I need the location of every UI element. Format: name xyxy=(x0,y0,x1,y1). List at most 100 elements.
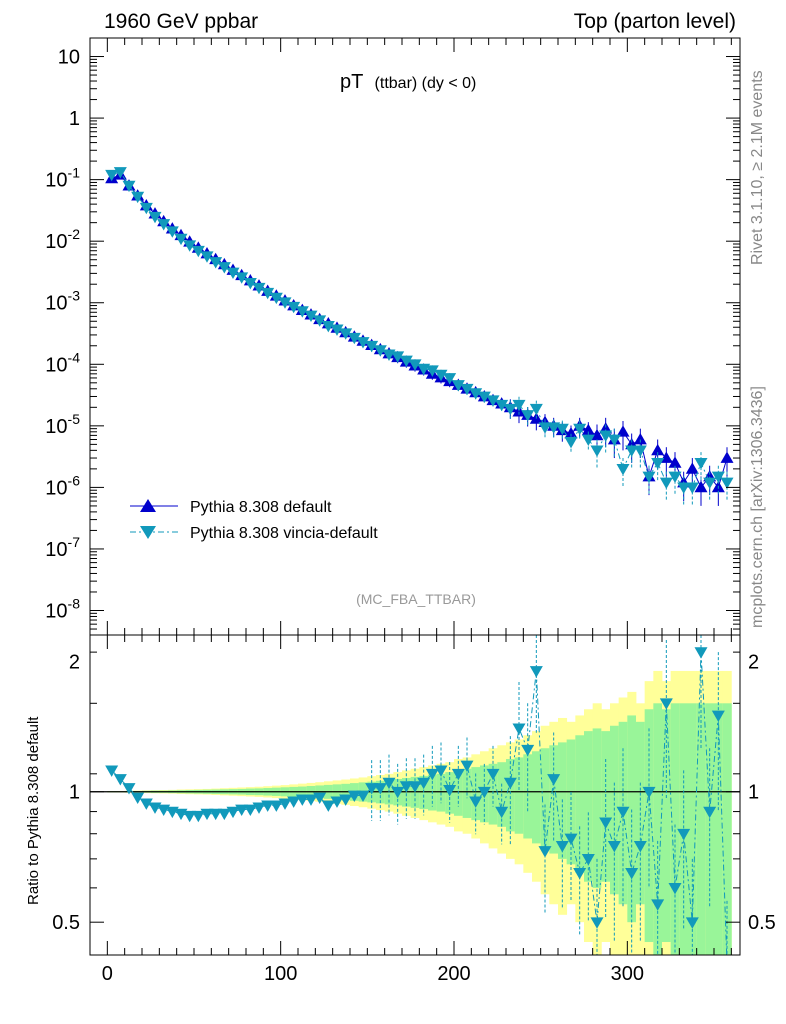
main-ytick-label-base: 10 xyxy=(45,539,67,561)
main-point-vincia xyxy=(174,233,188,246)
main-ytick-label-exp: -2 xyxy=(68,226,81,242)
main-point-vincia xyxy=(287,301,301,314)
main-point-default xyxy=(659,451,673,463)
main-point-vincia xyxy=(269,292,283,305)
main-ytick-label-base: 10 xyxy=(45,416,67,438)
main-point-vincia xyxy=(477,391,491,403)
ratio-xtick-label: 0 xyxy=(102,963,113,985)
main-point-vincia xyxy=(538,422,552,434)
main-ytick-label-exp: -1 xyxy=(68,165,81,181)
ratio-point-vincia xyxy=(460,760,474,772)
main-point-vincia xyxy=(373,345,387,357)
ratio-point-vincia xyxy=(356,790,370,803)
ratio-band-green xyxy=(592,728,602,888)
analysis-tag: (MC_FBA_TTBAR) xyxy=(356,591,476,607)
plot-title-main: pT xyxy=(340,71,363,93)
main-point-vincia xyxy=(139,202,153,215)
ratio-point-vincia xyxy=(139,798,153,810)
legend-label-default: Pythia 8.308 default xyxy=(190,499,332,516)
ratio-point-vincia xyxy=(183,810,197,823)
ratio-point-vincia xyxy=(347,790,361,803)
main-point-vincia xyxy=(434,369,448,382)
main-point-vincia xyxy=(451,380,465,392)
ratio-point-vincia xyxy=(269,800,283,812)
main-point-vincia xyxy=(625,445,639,457)
ratio-point-vincia xyxy=(625,867,639,880)
ratio-ytick-label-right: 2 xyxy=(748,651,759,673)
main-ytick-label: 10-4 xyxy=(45,349,80,376)
ratio-point-vincia xyxy=(226,806,240,819)
main-point-vincia xyxy=(217,262,231,274)
main-point-default xyxy=(720,451,734,463)
ratio-point-vincia xyxy=(330,796,344,808)
main-point-vincia xyxy=(122,180,136,193)
ratio-band-green xyxy=(696,703,706,955)
ratio-band-green xyxy=(540,748,550,849)
main-point-vincia xyxy=(694,458,708,470)
main-point-vincia xyxy=(703,477,717,490)
main-point-vincia xyxy=(607,434,621,447)
main-point-vincia xyxy=(105,169,119,182)
main-point-vincia xyxy=(131,191,145,204)
main-point-default xyxy=(651,443,665,456)
ratio-band-green xyxy=(566,739,576,865)
ratio-point-vincia xyxy=(633,841,647,853)
main-ytick-label: 1 xyxy=(69,108,80,130)
main-point-vincia xyxy=(495,399,509,412)
ratio-ytick-label-right: 0.5 xyxy=(748,912,776,934)
ratio-frame xyxy=(89,634,741,956)
main-point-vincia xyxy=(460,383,474,396)
main-point-vincia xyxy=(512,399,526,412)
main-point-vincia xyxy=(581,434,595,447)
ratio-point-vincia xyxy=(538,846,552,858)
ratio-point-vincia xyxy=(555,841,569,853)
ratio-point-vincia xyxy=(113,774,127,786)
legend-entry-vincia: Pythia 8.308 vincia-default xyxy=(130,525,378,542)
main-point-vincia xyxy=(278,297,292,309)
main-ytick-label-exp: -7 xyxy=(68,534,81,550)
ratio-point-vincia xyxy=(477,786,491,799)
main-point-vincia xyxy=(408,359,422,371)
main-ytick-label-base: 10 xyxy=(58,47,80,69)
main-point-vincia xyxy=(226,267,240,279)
main-ytick-label: 10-5 xyxy=(45,411,80,438)
header-left: 1960 GeV ppbar xyxy=(104,10,258,33)
main-point-vincia xyxy=(599,430,613,442)
ratio-point-vincia xyxy=(105,765,119,777)
main-ytick-label-exp: -5 xyxy=(68,411,81,427)
main-point-vincia xyxy=(356,337,370,349)
ratio-point-vincia xyxy=(486,768,500,781)
ratio-point-vincia xyxy=(425,768,439,781)
main-ytick-label-exp: -3 xyxy=(68,288,81,304)
main-point-vincia xyxy=(529,403,543,416)
main-point-vincia xyxy=(391,351,405,363)
ratio-point-vincia xyxy=(417,777,431,790)
legend-marker-default xyxy=(140,499,156,512)
ratio-axes: 0 100 200 300 0.5 0.5 1 1 2 2 xyxy=(52,635,776,985)
ratio-point-vincia xyxy=(295,794,309,806)
main-ytick-label-exp: -6 xyxy=(68,472,81,488)
ratio-ytick-label-right: 1 xyxy=(748,782,759,804)
main-point-vincia xyxy=(304,310,318,323)
main-point-vincia xyxy=(321,321,335,333)
ratio-point-vincia xyxy=(287,796,301,808)
main-point-vincia xyxy=(295,306,309,318)
main-point-vincia xyxy=(243,278,257,290)
main-point-default xyxy=(590,428,604,441)
ratio-xtick-label: 100 xyxy=(264,963,297,985)
ratio-point-vincia xyxy=(703,806,717,819)
main-point-default xyxy=(616,425,630,437)
ratio-point-vincia xyxy=(685,917,699,929)
main-point-vincia xyxy=(685,482,699,494)
ratio-point-vincia xyxy=(495,806,509,819)
ratio-point-vincia xyxy=(616,806,630,819)
main-point-vincia xyxy=(677,482,691,494)
ratio-band-green xyxy=(714,703,724,955)
ratio-point-vincia xyxy=(677,828,691,841)
ratio-point-vincia xyxy=(711,710,725,722)
ratio-point-vincia xyxy=(191,810,205,823)
legend-entry-default: Pythia 8.308 default xyxy=(130,499,332,516)
ratio-point-vincia xyxy=(521,744,535,757)
mcplots-label: mcplots.cern.ch [arXiv:1306.3436] xyxy=(749,386,766,628)
ratio-point-vincia xyxy=(581,853,595,866)
